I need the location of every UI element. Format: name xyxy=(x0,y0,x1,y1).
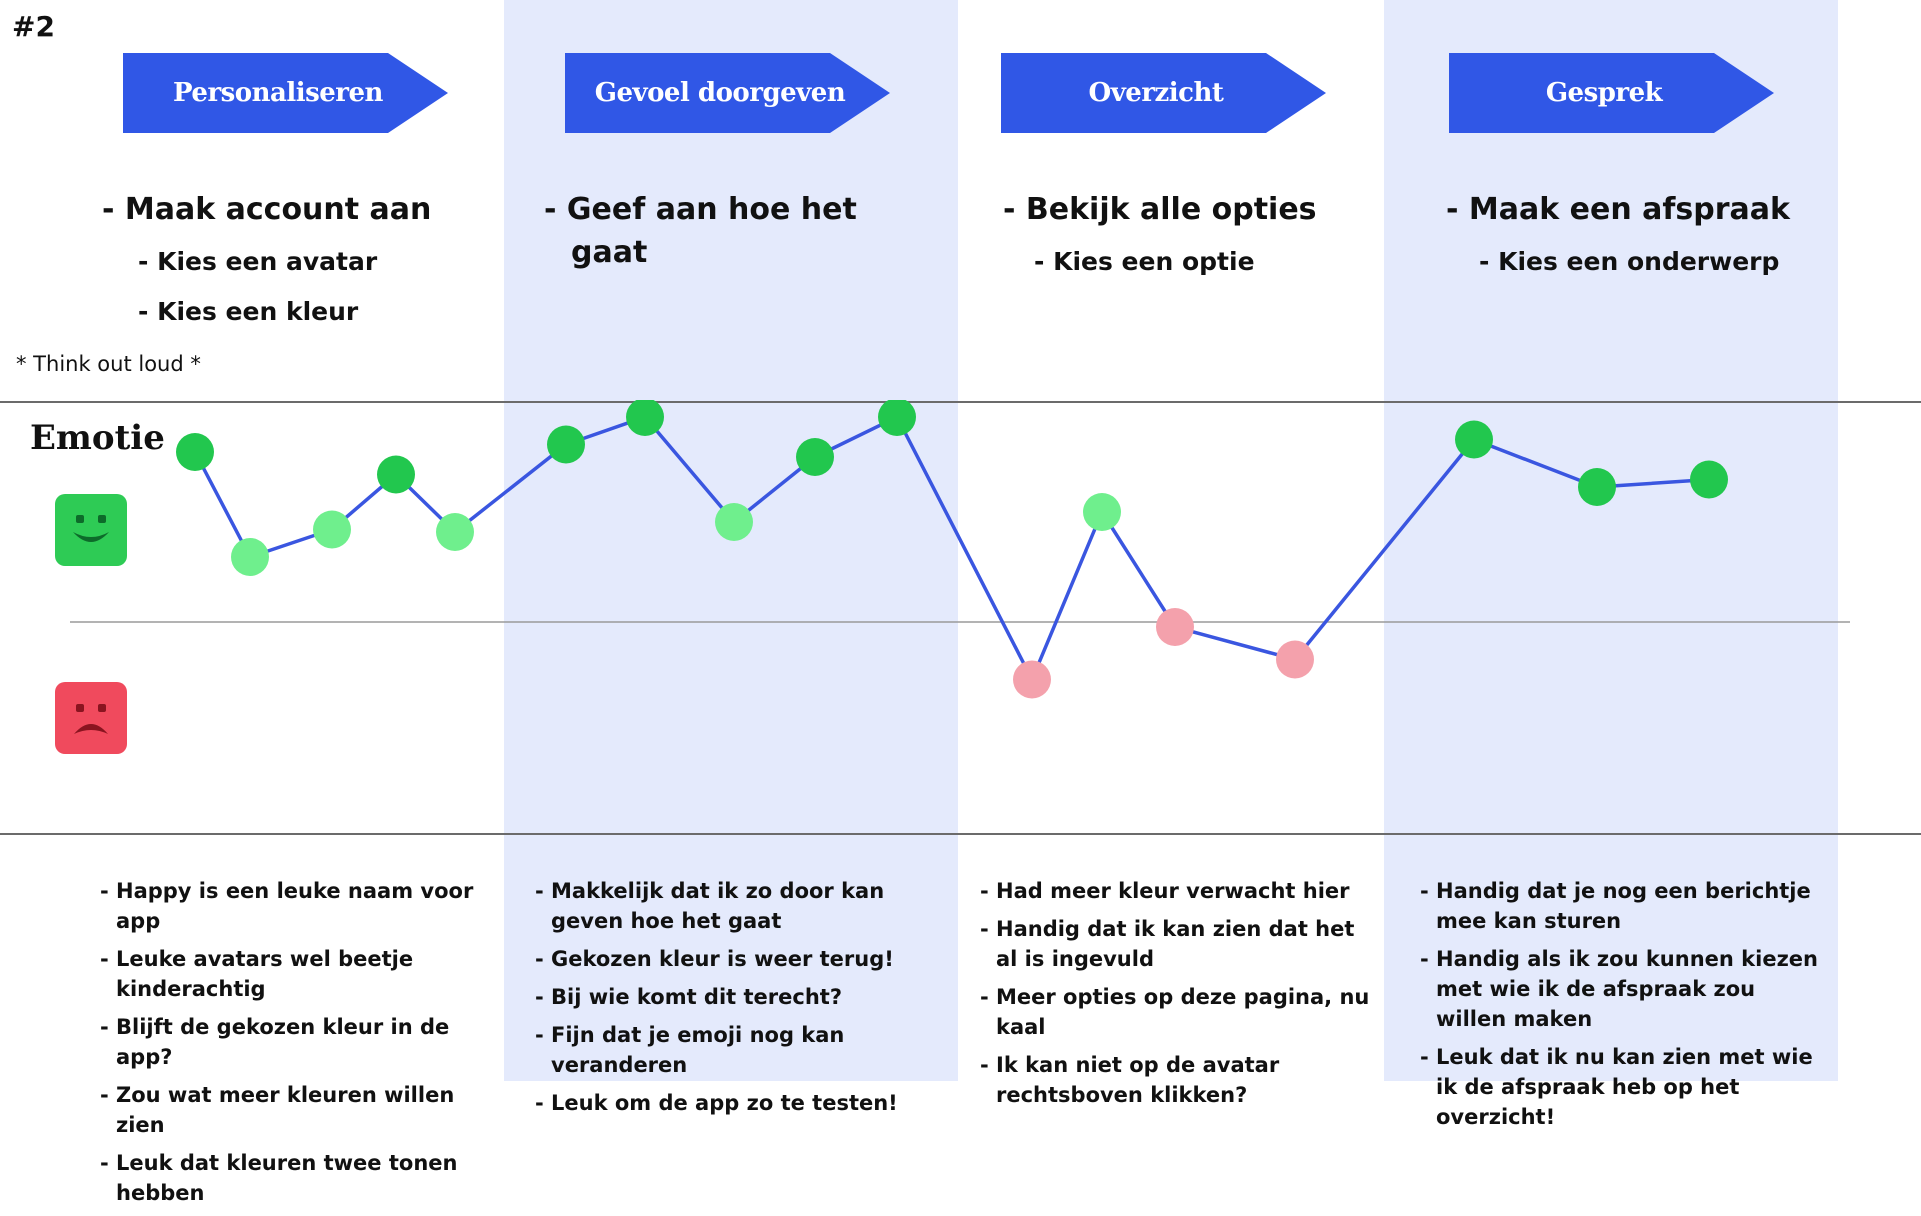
arrow-shape-icon xyxy=(1449,53,1774,133)
phase-arrow-personaliseren: Personaliseren xyxy=(123,53,448,133)
notes-gesprek: Handig dat je nog een berichtje mee kan … xyxy=(1420,876,1830,1140)
emotion-point-12 xyxy=(1083,493,1121,531)
note-item: Leuke avatars wel beetje kinderachtig xyxy=(100,944,510,1004)
step-geef-aan: - Geef aan hoe het xyxy=(544,192,857,227)
emotion-chart xyxy=(70,400,1850,699)
happy-face-icon xyxy=(55,494,127,566)
emotion-point-17 xyxy=(1690,460,1728,499)
emotion-point-4 xyxy=(377,455,415,494)
emotion-point-2 xyxy=(231,538,269,576)
step-kies-avatar: - Kies een avatar xyxy=(138,247,378,276)
phase-title: Gevoel doorgeven xyxy=(594,78,846,108)
think-out-loud-note: * Think out loud * xyxy=(16,352,201,376)
emotion-point-6 xyxy=(547,425,585,464)
phase-arrow-gesprek: Gesprek xyxy=(1449,53,1774,133)
note-item: Bij wie komt dit terecht? xyxy=(535,982,955,1012)
emotion-point-14 xyxy=(1276,640,1314,679)
arrow-shape-icon xyxy=(123,53,448,133)
step-kies-onderwerp: - Kies een onderwerp xyxy=(1479,247,1780,276)
emotion-point-8 xyxy=(715,503,753,541)
note-item: Leuk om de app zo te testen! xyxy=(535,1088,955,1118)
emotion-point-13 xyxy=(1156,608,1194,646)
notes-overzicht: Had meer kleur verwacht hier Handig dat … xyxy=(980,876,1380,1118)
notes-gevoel-doorgeven: Makkelijk dat ik zo door kan geven hoe h… xyxy=(535,876,955,1126)
emotion-point-15 xyxy=(1455,420,1493,459)
arrow-shape-icon xyxy=(1001,53,1326,133)
emotion-point-11 xyxy=(1013,660,1051,699)
note-item: Gekozen kleur is weer terug! xyxy=(535,944,955,974)
emotion-points xyxy=(176,400,1728,699)
note-item: Leuk dat ik nu kan zien met wie ik de af… xyxy=(1420,1042,1830,1132)
note-item: Meer opties op deze pagina, nu kaal xyxy=(980,982,1380,1042)
emotion-point-5 xyxy=(436,513,474,551)
emotion-point-9 xyxy=(796,438,834,476)
step-geef-aan-cont: gaat xyxy=(571,235,648,270)
emotion-title: Emotie xyxy=(30,418,165,458)
phase-arrow-gevoel-doorgeven: Gevoel doorgeven xyxy=(565,53,890,133)
phase-title: Personaliseren xyxy=(173,78,383,108)
top-separator xyxy=(0,401,1921,403)
sad-face-icon xyxy=(55,682,127,754)
arrow-shape-icon xyxy=(565,53,890,133)
note-item: Makkelijk dat ik zo door kan geven hoe h… xyxy=(535,876,955,936)
step-maak-account: - Maak account aan xyxy=(102,192,432,227)
page-tag: #2 xyxy=(12,10,55,43)
bottom-separator xyxy=(0,833,1921,835)
note-item: Handig dat ik kan zien dat het al is ing… xyxy=(980,914,1380,974)
step-maak-afspraak: - Maak een afspraak xyxy=(1446,192,1790,227)
phase-title: Overzicht xyxy=(1088,78,1224,108)
note-item: Had meer kleur verwacht hier xyxy=(980,876,1380,906)
note-item: Handig als ik zou kunnen kiezen met wie … xyxy=(1420,944,1830,1034)
note-item: Fijn dat je emoji nog kan veranderen xyxy=(535,1020,955,1080)
step-kies-optie: - Kies een optie xyxy=(1034,247,1255,276)
step-bekijk-opties: - Bekijk alle opties xyxy=(1003,192,1317,227)
note-item: Handig dat je nog een berichtje mee kan … xyxy=(1420,876,1830,936)
emotion-point-7 xyxy=(626,400,664,436)
note-item: Leuk dat kleuren twee tonen hebben xyxy=(100,1148,510,1208)
notes-personaliseren: Happy is een leuke naam voor app Leuke a… xyxy=(100,876,510,1216)
emotion-point-3 xyxy=(313,510,351,549)
note-item: Blijft de gekozen kleur in de app? xyxy=(100,1012,510,1072)
phase-title: Gesprek xyxy=(1545,78,1663,108)
note-item: Ik kan niet op de avatar rechtsboven kli… xyxy=(980,1050,1380,1110)
phase-arrow-overzicht: Overzicht xyxy=(1001,53,1326,133)
step-kies-kleur: - Kies een kleur xyxy=(138,297,359,326)
note-item: Happy is een leuke naam voor app xyxy=(100,876,510,936)
emotion-point-16 xyxy=(1578,468,1616,506)
emotion-point-1 xyxy=(176,433,214,471)
emotion-point-10 xyxy=(878,400,916,436)
note-item: Zou wat meer kleuren willen zien xyxy=(100,1080,510,1140)
